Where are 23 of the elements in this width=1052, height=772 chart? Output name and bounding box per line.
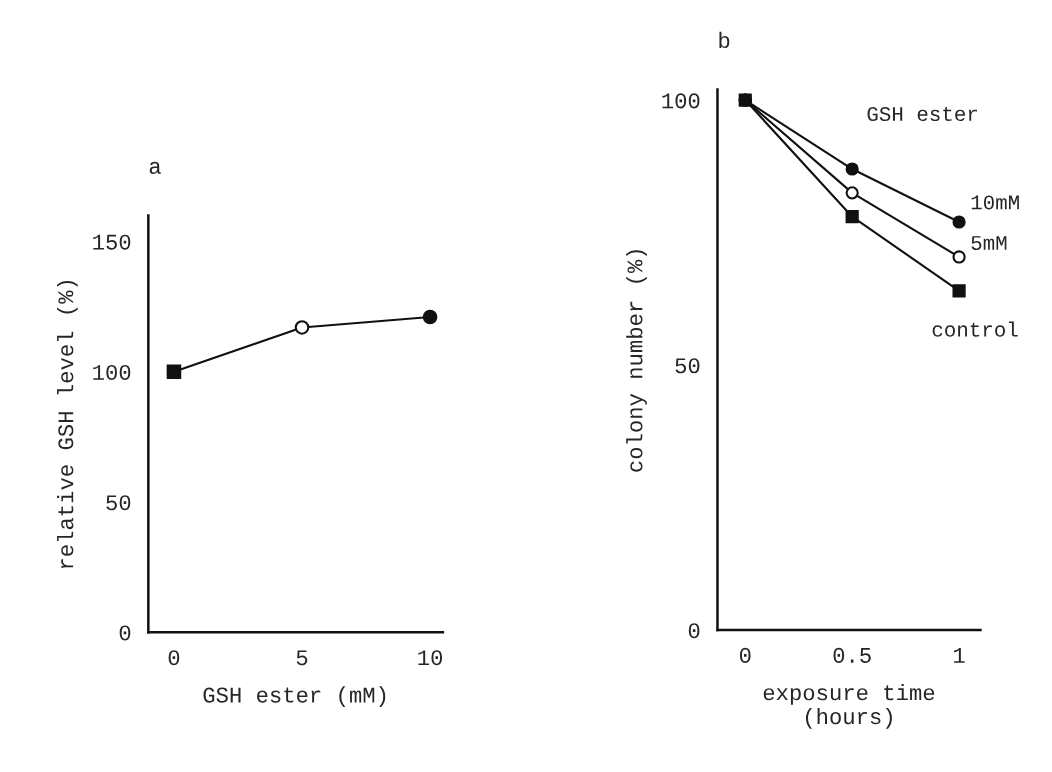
x-tick-label: 5 xyxy=(296,650,308,666)
series-label: 5mM xyxy=(971,236,1007,251)
y-tick-label: 150 xyxy=(93,234,131,250)
y-tick-label: 100 xyxy=(93,364,131,380)
y-tick-label: 50 xyxy=(106,495,131,511)
x-axis-title: GSH ester (mM) xyxy=(203,686,386,708)
y-axis-title: colony number (%) xyxy=(626,250,647,472)
series-label: 10mM xyxy=(971,195,1019,210)
x-tick-label: 0.5 xyxy=(833,647,871,663)
x-tick-label: 10 xyxy=(418,650,443,666)
x-axis-title: exposure time (hours) xyxy=(763,684,935,729)
y-tick-label: 0 xyxy=(119,625,131,641)
y-tick-label: 100 xyxy=(662,93,700,109)
y-tick-label: 50 xyxy=(675,358,700,374)
y-axis-title: relative GSH level (%) xyxy=(57,280,78,568)
x-tick-label: 0 xyxy=(739,647,751,663)
annotation: GSH ester xyxy=(867,106,977,122)
series-label: control xyxy=(932,321,1018,337)
chart-title: b xyxy=(719,31,730,49)
chart-title: a xyxy=(149,161,161,174)
x-tick-label: 1 xyxy=(954,648,965,663)
x-tick-label: 0 xyxy=(168,650,180,666)
y-tick-label: 0 xyxy=(688,623,700,639)
